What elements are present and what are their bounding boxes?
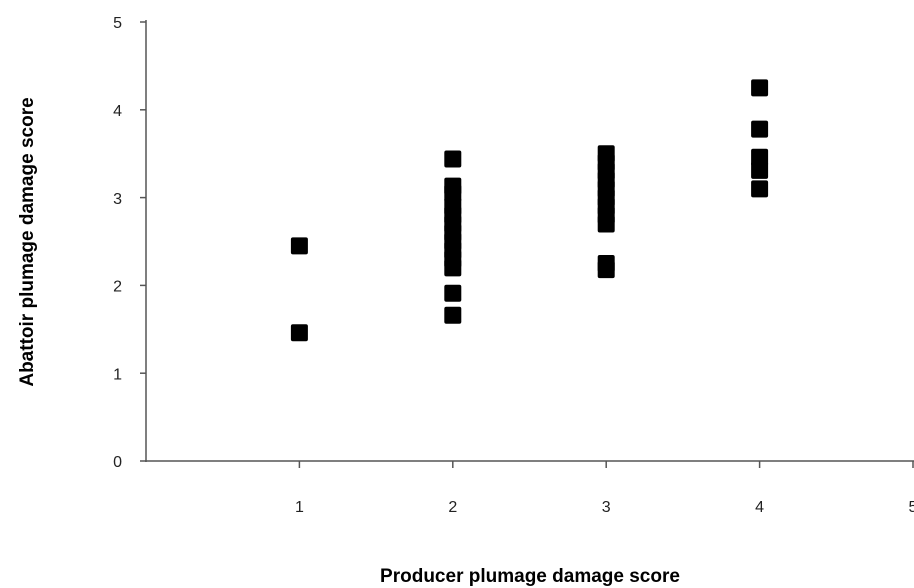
y-axis-title: Abattoir plumage damage score	[17, 97, 38, 386]
point	[444, 184, 462, 202]
point	[290, 324, 308, 342]
point	[751, 120, 769, 138]
y-tick-label: 5	[113, 15, 122, 32]
point	[751, 148, 769, 166]
y-tick-label: 0	[113, 454, 122, 471]
y-tick-label: 2	[113, 279, 122, 296]
x-axis-title: Producer plumage damage score	[380, 566, 680, 587]
point	[290, 237, 308, 255]
x-tick-label: 2	[448, 499, 457, 516]
point	[597, 261, 615, 279]
point	[597, 215, 615, 233]
point	[444, 306, 462, 324]
x-tick-label: 5	[909, 499, 914, 516]
point	[751, 180, 769, 198]
point	[444, 150, 462, 168]
x-tick-label: 1	[295, 499, 304, 516]
point	[444, 259, 462, 277]
point	[444, 284, 462, 302]
x-tick-label: 3	[602, 499, 611, 516]
point	[751, 161, 769, 179]
y-tick-label: 4	[113, 103, 122, 120]
point	[751, 79, 769, 97]
y-tick-label: 3	[113, 191, 122, 208]
y-tick-label: 1	[113, 366, 122, 383]
x-tick-label: 4	[755, 499, 764, 516]
